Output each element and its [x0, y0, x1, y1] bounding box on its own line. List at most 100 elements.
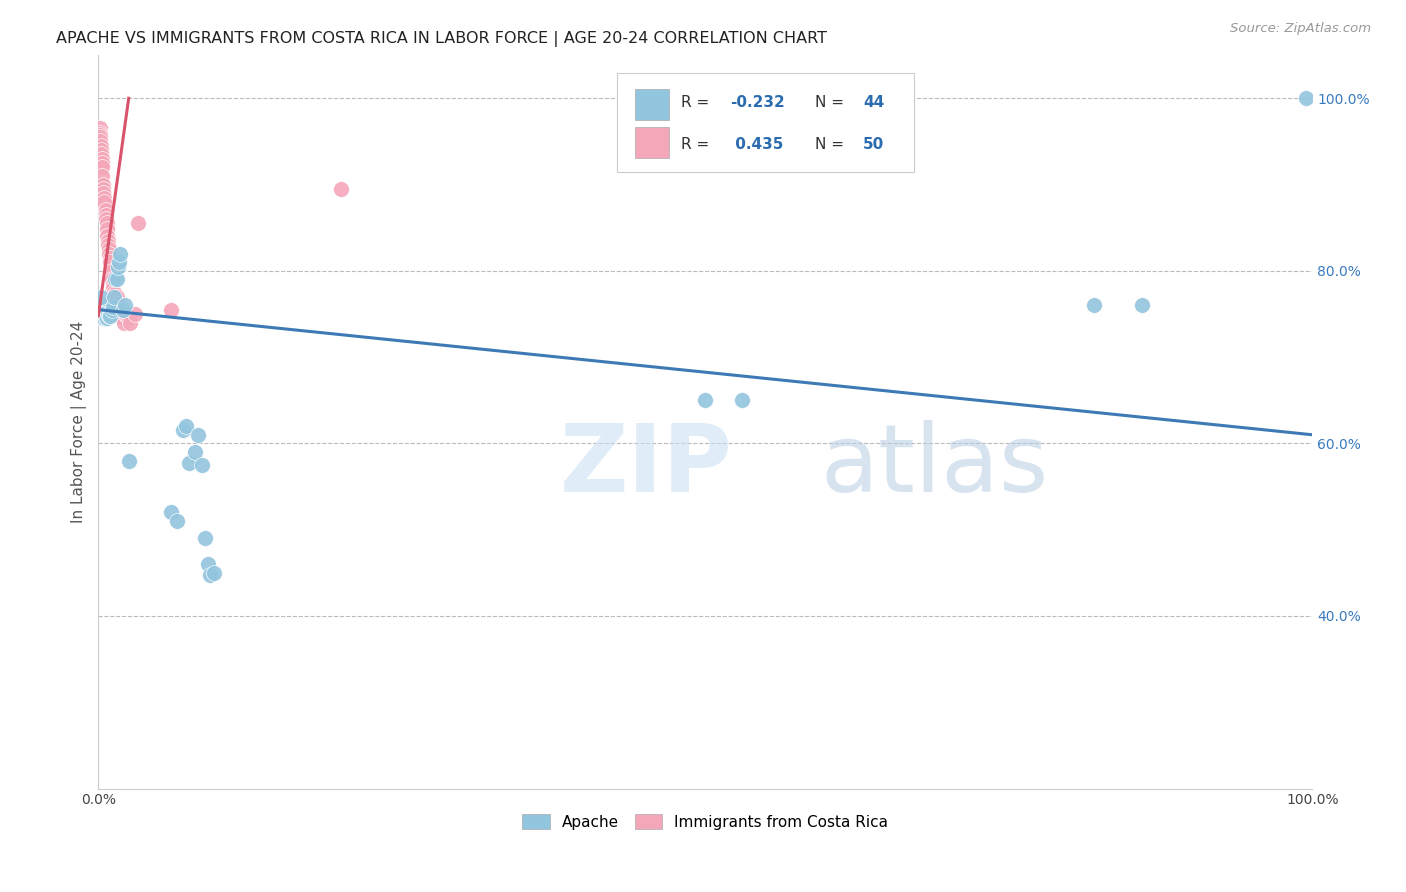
Point	[89, 302, 111, 317]
Text: ZIP: ZIP	[560, 420, 733, 512]
Point	[166, 514, 188, 528]
Point	[90, 138, 112, 153]
Point	[91, 156, 114, 170]
Point	[89, 298, 111, 312]
Point	[100, 302, 122, 317]
Legend: Apache, Immigrants from Costa Rica: Apache, Immigrants from Costa Rica	[516, 807, 894, 836]
Point	[91, 311, 114, 326]
Point	[90, 143, 112, 157]
Point	[96, 229, 118, 244]
Point	[91, 152, 114, 166]
Point	[101, 277, 124, 291]
Point	[184, 445, 207, 459]
Point	[89, 121, 111, 136]
Point	[96, 216, 118, 230]
Point	[695, 393, 717, 408]
Text: Source: ZipAtlas.com: Source: ZipAtlas.com	[1230, 22, 1371, 36]
Text: N =: N =	[814, 95, 849, 111]
Text: -0.232: -0.232	[730, 95, 785, 111]
Point	[91, 311, 114, 326]
Point	[108, 246, 131, 260]
Point	[101, 281, 124, 295]
Point	[94, 212, 117, 227]
Text: 50: 50	[863, 137, 884, 153]
Point	[114, 307, 136, 321]
Point	[179, 456, 201, 470]
Point	[118, 311, 141, 326]
Point	[187, 427, 209, 442]
Point	[197, 558, 219, 572]
Point	[91, 307, 114, 321]
Point	[127, 216, 149, 230]
Point	[94, 311, 117, 326]
Text: APACHE VS IMMIGRANTS FROM COSTA RICA IN LABOR FORCE | AGE 20-24 CORRELATION CHAR: APACHE VS IMMIGRANTS FROM COSTA RICA IN …	[56, 31, 827, 47]
FancyBboxPatch shape	[636, 89, 669, 120]
Point	[100, 255, 122, 269]
Point	[103, 290, 125, 304]
Point	[91, 178, 114, 192]
FancyBboxPatch shape	[617, 73, 914, 172]
Point	[110, 309, 132, 323]
Point	[93, 311, 115, 326]
Point	[94, 203, 117, 218]
Point	[114, 298, 136, 312]
Point	[111, 311, 134, 326]
Point	[93, 190, 115, 204]
Point	[118, 316, 141, 330]
Point	[1083, 298, 1105, 312]
Point	[90, 147, 112, 161]
Point	[96, 311, 118, 326]
Point	[172, 424, 194, 438]
Point	[100, 264, 122, 278]
Point	[91, 307, 114, 321]
Point	[108, 305, 131, 319]
Point	[105, 290, 128, 304]
Point	[202, 566, 225, 580]
Point	[112, 316, 135, 330]
Y-axis label: In Labor Force | Age 20-24: In Labor Force | Age 20-24	[72, 321, 87, 523]
Point	[97, 238, 120, 252]
FancyBboxPatch shape	[636, 127, 669, 158]
Point	[108, 255, 131, 269]
Point	[98, 242, 121, 256]
Point	[198, 567, 221, 582]
Point	[108, 302, 131, 317]
Point	[194, 531, 217, 545]
Point	[91, 161, 114, 175]
Text: N =: N =	[814, 137, 849, 153]
Point	[94, 208, 117, 222]
Point	[96, 222, 118, 236]
Point	[97, 307, 120, 321]
Point	[104, 287, 127, 301]
Point	[100, 309, 122, 323]
Point	[117, 309, 139, 323]
Point	[97, 234, 120, 248]
Point	[118, 453, 141, 467]
Point	[100, 251, 122, 265]
Text: atlas: atlas	[821, 420, 1049, 512]
Text: 0.435: 0.435	[730, 137, 783, 153]
Point	[91, 186, 114, 201]
Point	[98, 246, 121, 260]
Point	[124, 307, 146, 321]
Point	[160, 302, 183, 317]
Text: R =: R =	[681, 95, 714, 111]
Point	[89, 126, 111, 140]
Point	[89, 135, 111, 149]
Point	[93, 194, 115, 209]
Point	[1132, 298, 1154, 312]
Point	[107, 296, 129, 310]
Point	[190, 458, 212, 472]
Point	[104, 272, 127, 286]
Point	[1295, 91, 1317, 105]
Point	[93, 307, 115, 321]
Point	[330, 182, 353, 196]
Point	[91, 182, 114, 196]
Point	[89, 130, 111, 145]
Point	[103, 285, 125, 300]
Point	[160, 505, 183, 519]
Text: 44: 44	[863, 95, 884, 111]
Point	[89, 128, 111, 142]
Point	[100, 307, 122, 321]
Text: R =: R =	[681, 137, 714, 153]
